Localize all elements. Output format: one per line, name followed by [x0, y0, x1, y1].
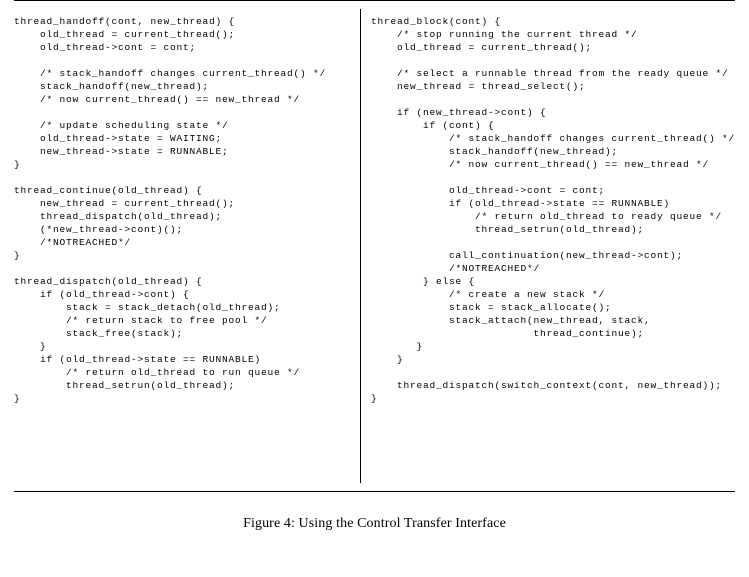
right-column: thread_block(cont) { /* stop running the…: [361, 9, 735, 483]
figure-caption: Figure 4: Using the Control Transfer Int…: [14, 516, 735, 532]
figure-container: thread_handoff(cont, new_thread) { old_t…: [0, 0, 749, 577]
left-column: thread_handoff(cont, new_thread) { old_t…: [14, 9, 360, 483]
left-code-listing: thread_handoff(cont, new_thread) { old_t…: [14, 15, 352, 405]
bottom-rule: [14, 491, 735, 492]
code-columns: thread_handoff(cont, new_thread) { old_t…: [14, 1, 735, 491]
right-code-listing: thread_block(cont) { /* stop running the…: [371, 15, 735, 405]
